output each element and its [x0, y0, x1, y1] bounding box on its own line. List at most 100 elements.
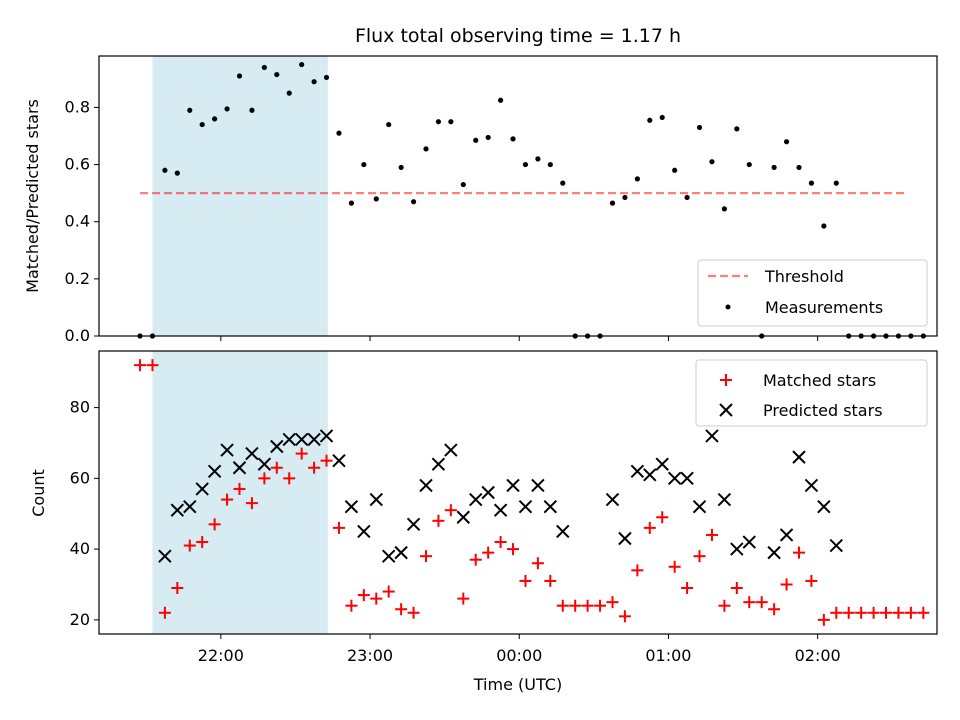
x-tick-label: 01:00: [645, 646, 691, 665]
x-tick-label: 00:00: [496, 646, 542, 665]
measurement-point: [261, 64, 267, 71]
measurement-point: [609, 200, 616, 206]
matched-star-point: [519, 574, 532, 587]
measurement-point: [497, 97, 504, 103]
matched-star-point: [768, 603, 781, 616]
measurement-point: [249, 107, 255, 113]
measurement-point: [821, 223, 827, 229]
measurement-point: [684, 194, 690, 201]
measurement-point: [386, 121, 392, 128]
measurement-point: [299, 61, 305, 68]
measurement-point: [336, 130, 342, 136]
top-panel: 0.00.20.40.60.8 Matched/Predicted stars …: [23, 55, 938, 345]
measurement-point: [274, 71, 280, 78]
matched-star-point: [382, 585, 395, 598]
predicted-star-point: [307, 432, 321, 447]
predicted-star-point: [406, 517, 421, 532]
measurement-point: [423, 146, 429, 152]
matched-star-point: [681, 582, 694, 595]
matched-star-point: [842, 606, 855, 619]
predicted-star-point: [444, 443, 458, 457]
legend-measurement-marker: [725, 304, 731, 310]
predicted-star-point: [493, 503, 508, 517]
matched-star-point: [718, 599, 731, 612]
predicted-star-point: [792, 450, 806, 464]
predicted-star-point: [270, 439, 284, 454]
chart-title: Flux total observing time = 1.17 h: [355, 25, 681, 47]
matched-star-point: [656, 511, 669, 524]
measurement-point: [187, 107, 193, 113]
predicted-star-point: [730, 542, 744, 556]
x-tick-label: 23:00: [347, 646, 393, 665]
matched-star-point: [270, 461, 283, 474]
predicted-star-point: [605, 492, 620, 507]
matched-star-point: [755, 596, 768, 609]
matched-star-point: [805, 574, 818, 587]
measurement-point: [398, 164, 404, 171]
matched-star-point: [134, 359, 147, 372]
predicted-star-point: [332, 453, 346, 468]
matched-star-point: [158, 606, 171, 619]
matched-star-point: [668, 560, 681, 573]
measurement-point: [659, 114, 665, 121]
measurement-point: [783, 139, 790, 145]
legend-matched-label: Matched stars: [763, 371, 876, 390]
measurement-point: [485, 134, 491, 141]
top-legend: Threshold Measurements: [697, 259, 928, 327]
top-shaded-region: [152, 56, 328, 336]
predicted-star-point: [643, 468, 657, 482]
legend-threshold-label: Threshold: [764, 267, 844, 286]
predicted-star-point: [394, 545, 408, 560]
matched-star-point: [258, 472, 271, 485]
measurement-point: [560, 180, 566, 186]
matched-star-point: [221, 493, 234, 506]
predicted-star-point: [419, 478, 433, 493]
matched-star-point: [556, 599, 569, 612]
matched-star-point: [581, 599, 594, 612]
predicted-star-point: [481, 485, 495, 500]
matched-star-point: [432, 514, 445, 527]
matched-star-point: [569, 599, 582, 612]
matched-star-point: [370, 592, 383, 605]
predicted-star-point: [717, 492, 732, 507]
matched-star-point: [867, 606, 880, 619]
predicted-star-point: [506, 478, 520, 493]
measurement-point: [348, 200, 354, 206]
predicted-star-point: [680, 471, 694, 486]
matched-star-point: [606, 596, 619, 609]
matched-star-point: [283, 472, 296, 485]
measurement-point: [647, 117, 653, 123]
measurement-point: [473, 137, 479, 143]
measurement-point: [622, 194, 628, 201]
predicted-star-point: [381, 549, 396, 563]
matched-star-point: [245, 497, 258, 510]
measurement-point: [833, 180, 839, 186]
measurement-point: [672, 167, 678, 173]
top-y-tick-label: 0.8: [65, 97, 90, 116]
bottom-plot-frame: [98, 350, 938, 635]
predicted-star-point: [692, 499, 707, 514]
legend-predicted-marker: [719, 403, 733, 417]
measurement-point: [547, 161, 553, 168]
legend-matched-marker: [720, 374, 732, 386]
predicted-star-point: [220, 443, 234, 457]
measurement-point: [734, 126, 740, 132]
matched-star-point: [357, 589, 370, 602]
matched-star-point: [233, 482, 246, 495]
matched-star-point: [531, 557, 544, 570]
matched-star-point: [457, 592, 470, 605]
predicted-star-point: [767, 545, 781, 560]
predicted-star-point: [817, 499, 831, 514]
measurement-point: [323, 74, 330, 81]
measurement-point: [174, 170, 180, 176]
predicted-star-point: [431, 457, 446, 471]
predicted-star-point: [829, 538, 843, 553]
legend-predicted-label: Predicted stars: [763, 401, 883, 420]
measurement-point: [212, 116, 218, 122]
predicted-star-point: [207, 464, 222, 478]
matched-star-point: [892, 606, 905, 619]
predicted-star-point: [232, 461, 247, 475]
measurement-point: [808, 180, 815, 186]
matched-star-point: [183, 539, 196, 552]
measurement-point: [634, 176, 640, 182]
